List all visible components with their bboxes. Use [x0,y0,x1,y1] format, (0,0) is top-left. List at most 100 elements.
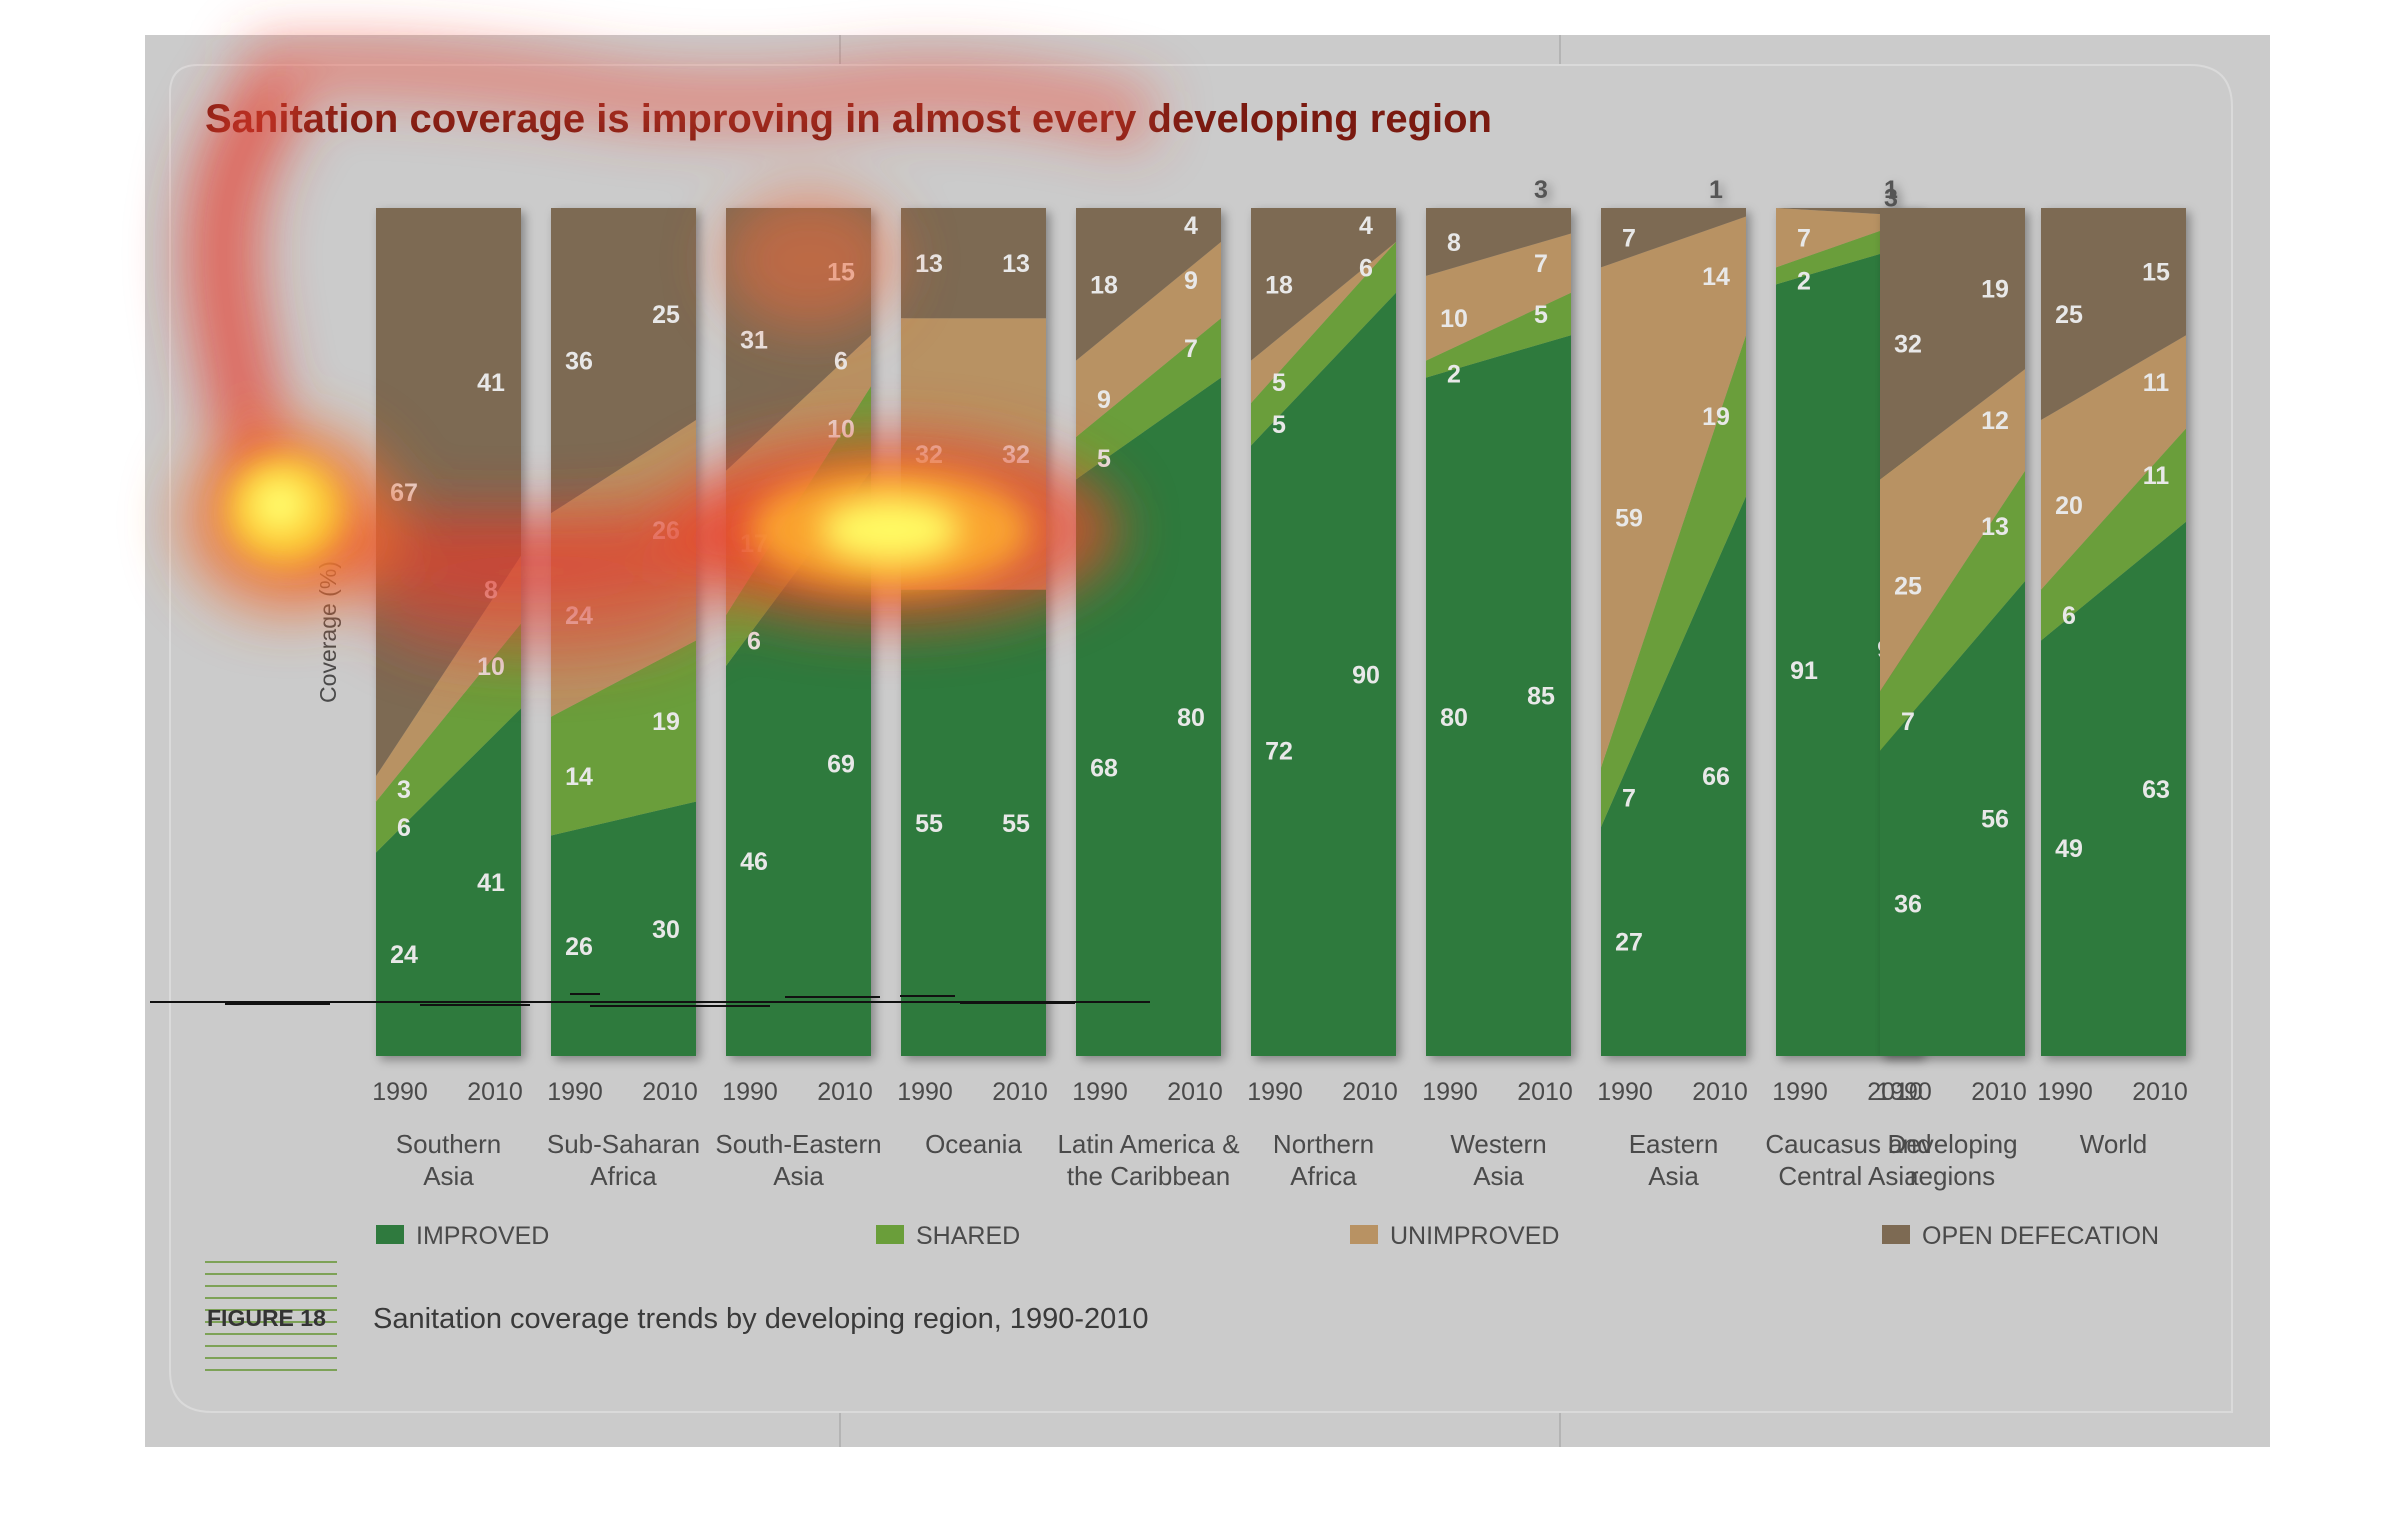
data-label: 2 [1447,361,1461,389]
x-tick-label: 2010 [1167,1078,1223,1106]
data-label: 13 [1002,250,1030,278]
data-label: 18 [1090,271,1118,299]
data-label: 12 [1981,407,2009,435]
region-label: Asia [1473,1161,1524,1191]
region-label: Latin America & [1057,1129,1239,1159]
x-tick-label: 2010 [1692,1078,1748,1106]
data-label: 6 [2062,602,2076,630]
area-band-improved [1426,335,1571,1056]
chart-title: Sanitation coverage is improving in almo… [205,97,1492,141]
data-label: 19 [1702,403,1730,431]
area-band-shared [1251,241,1396,446]
data-label: 36 [1894,890,1922,918]
data-label: 63 [2142,776,2170,804]
region-label: World [2080,1129,2147,1159]
data-label: 6 [1359,254,1373,282]
region-panel: 49 63 6 11 20 11 25 15 [2041,208,2186,1056]
area-band-shared [1601,335,1746,828]
data-label: 17 [740,530,768,558]
region-panel: 27 66 7 19 59 14 7 1 [1601,176,1746,1056]
region-label: Asia [1648,1161,1699,1191]
data-label: 15 [2142,259,2170,287]
data-label: 7 [1622,225,1636,253]
region-panel: 24 41 6 10 3 8 67 41 [376,208,521,1056]
data-label: 20 [2055,492,2083,520]
area-band-unimproved [1601,216,1746,768]
data-label: 36 [565,348,593,376]
data-label: 30 [652,916,680,944]
data-label: 2 [1797,267,1811,295]
data-label: 15 [827,259,855,287]
data-label: 8 [1447,229,1461,257]
data-label: 6 [397,814,411,842]
data-label: 5 [1097,445,1111,473]
data-label: 4 [1184,212,1198,240]
x-tick-label: 1990 [1072,1078,1128,1106]
region-label: Sub-Saharan [547,1129,700,1159]
x-tick-label: 2010 [1517,1078,1573,1106]
area-band-unimproved [1426,233,1571,361]
region-label: Western [1450,1129,1546,1159]
x-tick-label: 2010 [642,1078,698,1106]
legend-item-unimproved: UNIMPROVED [1350,1222,1559,1250]
region-label: Developing [1887,1129,2017,1159]
data-label: 55 [915,810,943,838]
data-label: 5 [1534,301,1548,329]
legend-swatch [1350,1225,1378,1244]
region-panel: 46 69 6 10 17 6 31 15 [726,208,871,1056]
data-label: 7 [1184,335,1198,363]
data-label: 11 [2143,462,2170,490]
region-panel: 36 56 7 13 25 12 32 19 [1880,208,2025,1056]
data-label: 19 [652,708,680,736]
data-label: 80 [1177,704,1205,732]
region-label: Southern [396,1129,502,1159]
data-label: 19 [1981,276,2009,304]
data-label: 91 [1790,657,1818,685]
data-label: 3 [397,776,411,804]
area-band-shared [2041,428,2186,641]
data-label: 25 [1894,572,1922,600]
data-label: 24 [565,602,593,630]
data-label: 7 [1622,784,1636,812]
legend-label: OPEN DEFECATION [1922,1222,2159,1250]
area-band-improved [376,708,521,1056]
region-label: regions [1910,1161,1995,1191]
legend-item-improved: IMPROVED [376,1222,549,1250]
scribble-lines [150,993,1150,1007]
region-label: Asia [773,1161,824,1191]
x-tick-label: 1990 [547,1078,603,1106]
legend: IMPROVED SHARED UNIMPROVED OPEN DEFECATION [376,1222,2159,1250]
area-band-unimproved [1880,369,2025,692]
data-label: 41 [477,369,505,397]
area-band-improved [1251,292,1396,1056]
area-band-shared [1426,292,1571,378]
data-label: 41 [477,869,505,897]
x-tick-label: 2010 [467,1078,523,1106]
data-label: 5 [1272,369,1286,397]
region-label: Oceania [925,1129,1022,1159]
x-tick-label: 1990 [722,1078,778,1106]
data-label: 3 [1534,176,1548,204]
data-label: 14 [1702,263,1730,291]
area-band-open-defecation [1880,208,2025,480]
region-label: Central Asia [1778,1161,1919,1191]
region-label: Africa [590,1161,657,1191]
area-band-improved [551,801,696,1056]
data-label: 10 [1440,305,1468,333]
data-label: 26 [652,517,680,545]
data-label: 26 [565,933,593,961]
region-label: the Caribbean [1067,1161,1230,1191]
data-label: 13 [1981,513,2009,541]
figure-caption: Sanitation coverage trends by developing… [373,1303,1149,1335]
x-tick-label: 1990 [1597,1078,1653,1106]
data-label: 67 [390,479,418,507]
x-tick-label: 1990 [1247,1078,1303,1106]
data-label: 10 [477,653,505,681]
area-band-improved [1601,496,1746,1056]
area-band-improved [1880,581,2025,1056]
x-tick-label: 2010 [992,1078,1048,1106]
chart-plot-area: 2441610386741263014192426362546696101763… [376,176,2186,1057]
data-label: 72 [1265,738,1293,766]
region-panel: 68 80 5 7 9 9 18 4 [1076,208,1221,1057]
